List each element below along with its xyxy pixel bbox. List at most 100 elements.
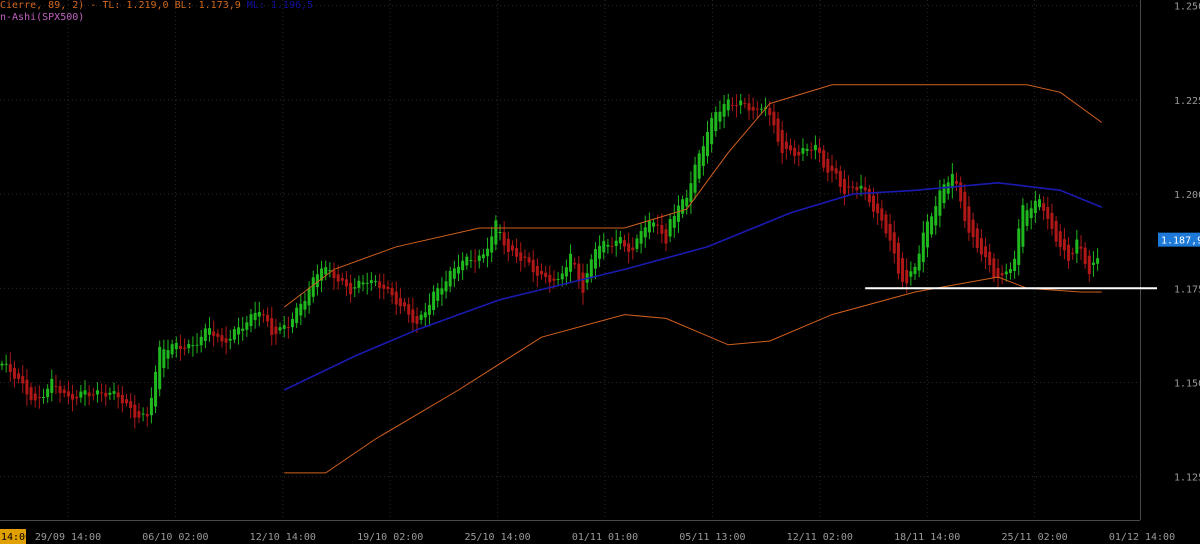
candle-bear [1050, 212, 1054, 229]
candle-bull [1021, 205, 1025, 247]
candle-bear [847, 186, 851, 188]
candle-bear [540, 270, 543, 275]
candle-bear [116, 392, 120, 398]
candle-bear [270, 318, 274, 335]
candle-bull [759, 108, 763, 110]
candle-bull [1075, 239, 1079, 254]
candle-bear [901, 258, 905, 282]
last-price-label: 1.187,9 [1161, 236, 1200, 247]
candle-bear [137, 411, 141, 418]
candle-bear [37, 396, 41, 398]
candle-bull [357, 280, 361, 288]
candle-bear [996, 268, 1000, 278]
candle-bear [656, 224, 660, 226]
candle-bull [328, 270, 332, 272]
candle-bull [461, 260, 465, 271]
candle-bull [672, 215, 676, 228]
candle-bull [457, 266, 460, 274]
candle-bear [336, 274, 340, 282]
candle-bull [1025, 210, 1029, 226]
candle-bear [797, 151, 801, 156]
candle-bear [573, 262, 577, 265]
candle-bear [623, 240, 626, 247]
candle-bear [867, 188, 871, 203]
candle-bear [755, 108, 759, 110]
candle-bear [955, 181, 958, 184]
x-tick-label: 01/12 14:00 [1109, 532, 1175, 543]
candle-bull [419, 314, 423, 320]
candle-bull [241, 328, 245, 331]
candle-bull [710, 118, 714, 145]
candle-bull [112, 391, 116, 394]
candle-bull [427, 305, 431, 315]
x-tick-label: 01/11 01:00 [572, 532, 638, 543]
candle-bear [1083, 247, 1087, 264]
candle-bear [838, 170, 842, 187]
y-tick-label: 1.150,0 [1174, 378, 1200, 389]
candle-bull [1017, 228, 1021, 265]
candle-bear [830, 165, 834, 171]
candle-bear [510, 245, 514, 251]
candle-bear [386, 286, 390, 290]
candle-bull [432, 291, 436, 310]
candle-bear [988, 251, 992, 266]
candle-bear [1054, 220, 1058, 242]
candle-bull [203, 328, 207, 342]
candle-bull [1008, 269, 1012, 273]
candle-bear [120, 394, 124, 404]
candle-bull [697, 153, 701, 179]
bollinger-legend: Cierre, 89, 2) - TL: 1.219,0 BL: 1.173,9 ML:… [0, 0, 313, 11]
candle-bear [133, 404, 137, 418]
candle-bull [0, 363, 4, 366]
candle-bull [569, 253, 573, 272]
candle-bear [793, 147, 797, 157]
candle-bear [552, 278, 556, 281]
candle-bear [178, 346, 182, 349]
candle-bear [54, 385, 58, 387]
candle-bull [440, 288, 444, 295]
candle-bear [261, 314, 265, 316]
candle-bear [71, 393, 75, 400]
top-line-label: TL: 1.219,0 [102, 0, 169, 11]
candle-bull [1038, 199, 1041, 208]
candle-bear [992, 258, 996, 278]
candle-bull [307, 288, 311, 306]
candle-bear [415, 316, 419, 324]
candle-bull [556, 278, 560, 280]
middle-line-label: ML: 1.196,5 [246, 0, 314, 11]
candle-bear [515, 247, 519, 257]
candle-bull [589, 259, 593, 278]
candle-bear [963, 191, 967, 221]
x-tick-label: 05/11 13:00 [679, 532, 745, 543]
candle-bull [722, 104, 726, 117]
candle-bear [473, 260, 477, 262]
candle-bull [718, 111, 722, 122]
candle-bear [398, 298, 402, 307]
candle-bull [635, 238, 639, 249]
candle-bear [747, 103, 751, 111]
candle-bear [1046, 206, 1050, 219]
candle-bear [842, 178, 846, 195]
candle-bear [631, 247, 635, 251]
candle-bull [108, 392, 112, 395]
candle-bear [394, 291, 398, 305]
candle-bull [469, 260, 473, 262]
legend-dash: - [90, 0, 97, 11]
candle-bull [602, 241, 606, 253]
candle-bear [87, 392, 91, 397]
candle-bull [805, 148, 809, 151]
candle-bear [888, 223, 892, 241]
candle-bull [191, 345, 195, 347]
x-tick-label: 12/11 02:00 [787, 532, 853, 543]
bottom-line-label: BL: 1.173,9 [174, 0, 241, 11]
candle-bear [627, 243, 631, 252]
candle-bull [942, 184, 946, 204]
candle-bear [75, 396, 79, 399]
candle-bear [1067, 244, 1071, 261]
x-tick-label: 25/10 14:00 [464, 532, 530, 543]
x-tick-label: 12/10 14:00 [250, 532, 316, 543]
candle-bull [162, 349, 166, 369]
start-time-badge [0, 529, 26, 544]
candle-bear [772, 111, 776, 126]
